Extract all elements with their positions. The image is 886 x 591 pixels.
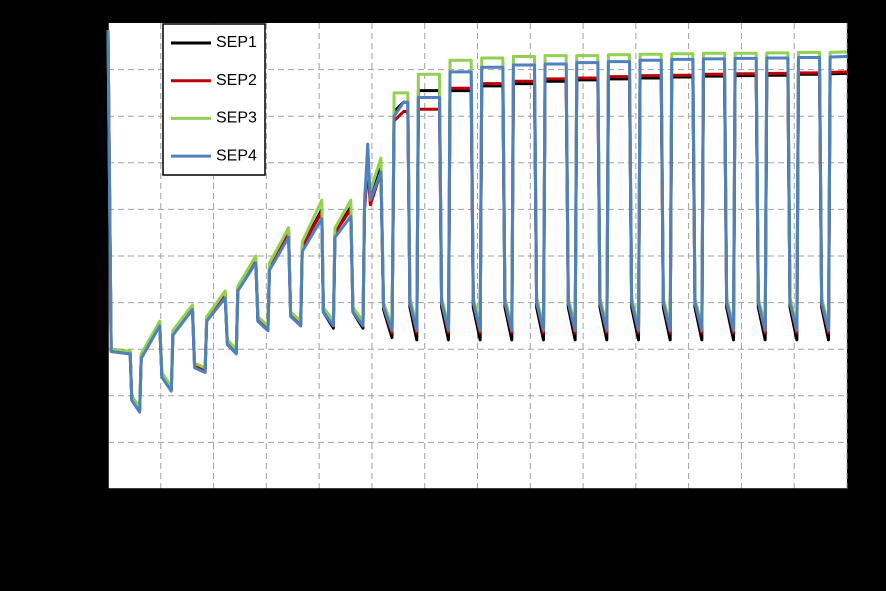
y-tick-label: 2 xyxy=(91,387,100,404)
x-tick-label: 12 xyxy=(733,498,751,515)
series-line xyxy=(106,29,848,414)
x-tick-label: 1 xyxy=(156,498,165,515)
legend-label: SEP4 xyxy=(216,147,257,164)
legend-label: SEP1 xyxy=(216,34,257,51)
x-tick-label: 6 xyxy=(420,498,429,515)
x-tick-label: 7 xyxy=(473,498,482,515)
y-tick-label: 4 xyxy=(91,294,100,311)
x-tick-label: 14 xyxy=(838,498,856,515)
x-tick-label: 0 xyxy=(104,498,113,515)
y-tick-label: 8 xyxy=(91,107,100,124)
x-tick-label: 8 xyxy=(526,498,535,515)
legend-box xyxy=(162,23,266,176)
legend: SEP1 SEP2 SEP3 SEP4 xyxy=(162,23,266,176)
x-tick-label: 2 xyxy=(209,498,218,515)
x-tick-label: 13 xyxy=(785,498,803,515)
y-tick-label: 5 xyxy=(91,247,100,264)
x-tick-label: 5 xyxy=(367,498,376,515)
y-tick-label: 0 xyxy=(91,480,100,497)
y-tick-label: 3 xyxy=(91,340,100,357)
y-tick-label: 6 xyxy=(91,201,100,218)
x-tick-label: 11 xyxy=(680,498,697,515)
y-tick-label: 7 xyxy=(91,154,100,171)
legend-label: SEP2 xyxy=(216,72,257,89)
y-tick-label: 9 xyxy=(91,61,100,78)
x-tick-label: 3 xyxy=(262,498,271,515)
x-tick-label: 4 xyxy=(315,498,324,515)
x-tick-label: 10 xyxy=(627,498,645,515)
y-tick-label: 10 xyxy=(82,14,100,31)
x-tick-label: 9 xyxy=(579,498,588,515)
legend-label: SEP3 xyxy=(216,110,257,127)
y-tick-label: 1 xyxy=(91,434,100,451)
